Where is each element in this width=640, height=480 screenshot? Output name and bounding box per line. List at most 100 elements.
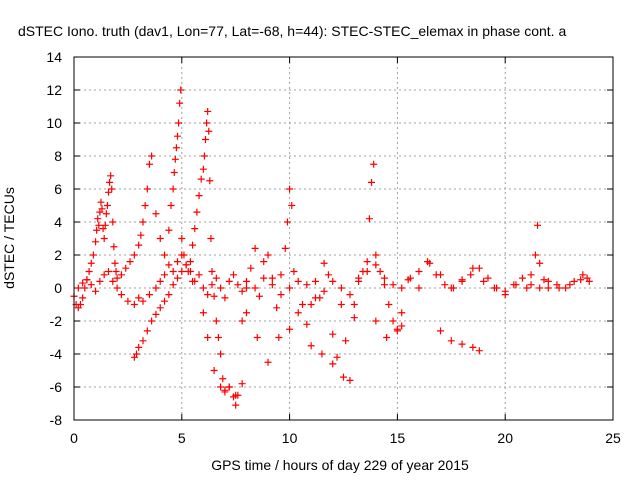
- data-point: [288, 202, 296, 209]
- data-point: [212, 317, 220, 325]
- data-point: [458, 340, 466, 348]
- data-point: [467, 271, 475, 279]
- data-point: [260, 274, 268, 282]
- data-point: [372, 261, 380, 269]
- data-point: [255, 292, 263, 300]
- data-point: [76, 301, 84, 308]
- data-point: [212, 274, 220, 282]
- data-point: [346, 376, 354, 384]
- data-point: [432, 271, 440, 279]
- y-tick-label: -8: [50, 412, 63, 428]
- data-point: [346, 291, 354, 299]
- data-point: [202, 136, 210, 143]
- data-point: [137, 231, 145, 239]
- data-point: [178, 251, 186, 259]
- data-point: [475, 347, 483, 355]
- data-point: [398, 284, 406, 292]
- data-point: [152, 310, 160, 318]
- data-point: [531, 251, 539, 259]
- data-point: [383, 334, 391, 341]
- data-point: [117, 271, 125, 279]
- data-point: [294, 309, 302, 317]
- data-point: [449, 284, 457, 292]
- y-tick-label: 14: [46, 49, 62, 65]
- data-point: [111, 259, 119, 267]
- data-point: [268, 274, 276, 282]
- data-point: [290, 268, 298, 275]
- data-point: [441, 281, 449, 289]
- y-tick-label: 4: [54, 214, 62, 230]
- data-point: [242, 309, 250, 317]
- data-point: [540, 276, 548, 284]
- data-point: [380, 281, 388, 289]
- data-point: [283, 218, 291, 226]
- chart-title: dSTEC Iono. truth (dav1, Lon=77, Lat=-68…: [18, 23, 566, 39]
- data-point: [79, 279, 87, 287]
- data-point: [81, 284, 89, 292]
- data-point: [350, 314, 358, 322]
- x-tick-label: 0: [70, 430, 78, 446]
- data-point: [307, 342, 315, 350]
- data-point: [177, 86, 185, 94]
- data-point: [100, 235, 108, 242]
- data-point: [363, 268, 371, 275]
- data-point: [376, 268, 384, 275]
- data-point: [299, 301, 307, 308]
- data-point: [536, 259, 544, 267]
- data-point: [219, 375, 227, 383]
- data-point: [107, 172, 115, 180]
- data-point: [311, 294, 319, 302]
- data-point: [225, 277, 233, 285]
- data-point: [333, 353, 341, 361]
- data-point: [484, 274, 492, 282]
- data-point: [113, 274, 121, 282]
- data-point: [117, 291, 125, 299]
- data-point: [205, 127, 213, 135]
- data-point: [165, 261, 173, 269]
- data-point: [112, 268, 120, 275]
- data-point: [247, 264, 255, 272]
- data-point: [337, 284, 345, 292]
- data-point: [145, 160, 153, 168]
- data-point: [398, 322, 406, 330]
- data-point: [534, 221, 542, 229]
- data-point: [389, 317, 397, 325]
- data-point: [469, 264, 477, 272]
- data-point: [480, 277, 488, 285]
- y-tick-label: 8: [54, 148, 62, 164]
- data-point: [393, 327, 401, 335]
- data-point: [189, 277, 197, 285]
- data-point: [156, 304, 164, 312]
- data-point: [238, 380, 246, 388]
- data-point: [200, 152, 208, 160]
- data-point: [510, 281, 518, 289]
- data-point: [101, 221, 109, 229]
- y-tick-label: 10: [46, 115, 62, 131]
- data-point: [143, 327, 151, 335]
- data-point: [167, 202, 175, 209]
- y-tick-label: -6: [50, 379, 63, 395]
- data-point: [199, 309, 207, 317]
- data-point: [208, 268, 216, 275]
- data-point: [195, 271, 203, 279]
- data-point: [135, 294, 143, 302]
- data-point: [527, 281, 535, 289]
- data-point: [350, 301, 358, 308]
- data-point: [143, 185, 151, 193]
- data-point: [242, 277, 250, 285]
- data-point: [437, 327, 445, 335]
- data-point: [214, 334, 222, 341]
- x-axis-label: GPS time / hours of day 229 of year 2015: [211, 457, 469, 473]
- data-point: [232, 401, 240, 409]
- data-point: [135, 343, 143, 351]
- data-point: [273, 304, 281, 312]
- data-point: [109, 218, 117, 226]
- data-point: [175, 119, 183, 127]
- data-point: [133, 350, 141, 358]
- x-tick-label: 5: [178, 430, 186, 446]
- data-point: [585, 277, 593, 285]
- data-point: [518, 274, 526, 282]
- data-point: [139, 297, 147, 305]
- data-point: [197, 175, 205, 183]
